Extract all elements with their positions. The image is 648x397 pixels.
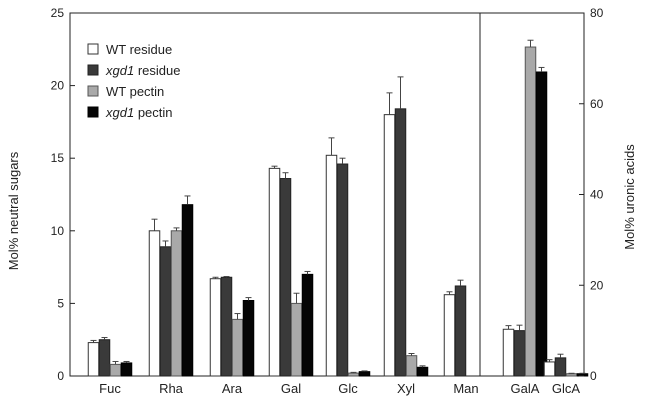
bar-ara-series-1 <box>220 276 233 377</box>
right-tick-label: 80 <box>590 6 604 20</box>
bar-ara-series-3 <box>242 299 255 377</box>
bar-fuc-series-3 <box>120 362 133 377</box>
legend-entry: WT residue <box>106 42 172 57</box>
bar-xyl-series-2 <box>405 355 418 377</box>
bar-gal-series-2 <box>290 302 303 377</box>
bar-gala-series-3 <box>535 71 548 377</box>
legend-entry: xgd1 residue <box>105 63 180 78</box>
category-label-gala: GalA <box>511 381 540 396</box>
bar-rha-series-1 <box>159 246 172 377</box>
bar-glc-series-3 <box>358 371 371 377</box>
category-label-ara: Ara <box>222 381 243 396</box>
bar-gala-series-2 <box>524 46 537 377</box>
bar-gal-series-3 <box>301 273 314 377</box>
legend-swatch <box>87 43 99 55</box>
bar-glc-series-1 <box>336 163 349 377</box>
category-label-rha: Rha <box>159 381 184 396</box>
bar-man-series-1 <box>454 285 467 377</box>
right-tick-label: 20 <box>590 278 604 292</box>
bar-xyl-series-3 <box>416 366 429 377</box>
bar-fuc-series-0 <box>87 342 100 377</box>
left-tick-label: 20 <box>51 79 65 93</box>
left-tick-label: 15 <box>51 151 65 165</box>
bar-xyl-series-1 <box>394 108 407 377</box>
bar-glc-series-0 <box>325 154 338 377</box>
category-label-fuc: Fuc <box>99 381 121 396</box>
right-axis-title: Mol% uronic acids <box>622 144 637 250</box>
bar-rha-series-0 <box>148 230 161 377</box>
category-label-xyl: Xyl <box>397 381 415 396</box>
right-tick-label: 0 <box>590 369 597 383</box>
bar-gala-series-1 <box>513 330 526 377</box>
bar-gala-series-0 <box>502 328 515 377</box>
bar-glca-series-2 <box>565 373 578 377</box>
category-label-gal: Gal <box>281 381 301 396</box>
right-axis-ticks: 0 20 40 60 80 <box>579 6 604 383</box>
category-labels: Fuc Rha Ara Gal Glc Xyl Man GalA GlcA <box>99 381 580 396</box>
bar-fuc-series-1 <box>98 339 111 377</box>
right-tick-label: 60 <box>590 97 604 111</box>
bar-rha-series-3 <box>181 204 194 377</box>
legend-entry: xgd1 pectin <box>105 105 173 120</box>
bar-ara-series-0 <box>209 278 222 377</box>
category-label-glc: Glc <box>338 381 358 396</box>
bar-glc-series-2 <box>347 372 360 377</box>
bar-rha-series-2 <box>170 230 183 377</box>
bar-fuc-series-2 <box>109 363 122 377</box>
bar-gal-series-1 <box>279 178 292 377</box>
category-label-glca: GlcA <box>552 381 581 396</box>
bar-glca-series-1 <box>554 357 567 377</box>
bar-man-series-0 <box>443 294 456 377</box>
right-tick-label: 40 <box>590 188 604 202</box>
left-axis-title: Mol% neutral sugars <box>6 151 21 270</box>
category-label-man: Man <box>453 381 478 396</box>
bar-xyl-series-0 <box>383 114 396 377</box>
bar-ara-series-2 <box>231 318 244 377</box>
bar-gal-series-0 <box>268 167 281 377</box>
legend-swatch <box>87 85 99 97</box>
legend-entry: WT pectin <box>106 84 164 99</box>
legend: WT residue xgd1 residue WT pectin xgd1 pect… <box>87 42 180 120</box>
left-tick-label: 25 <box>51 6 65 20</box>
legend-swatch <box>87 64 99 76</box>
bars-layer <box>87 39 589 377</box>
legend-swatch <box>87 106 99 118</box>
left-tick-label: 0 <box>57 369 64 383</box>
left-axis-ticks: 0 5 10 15 20 25 <box>51 6 75 383</box>
left-tick-label: 5 <box>57 296 64 310</box>
bar-glca-series-0 <box>543 361 556 377</box>
left-tick-label: 10 <box>51 224 65 238</box>
